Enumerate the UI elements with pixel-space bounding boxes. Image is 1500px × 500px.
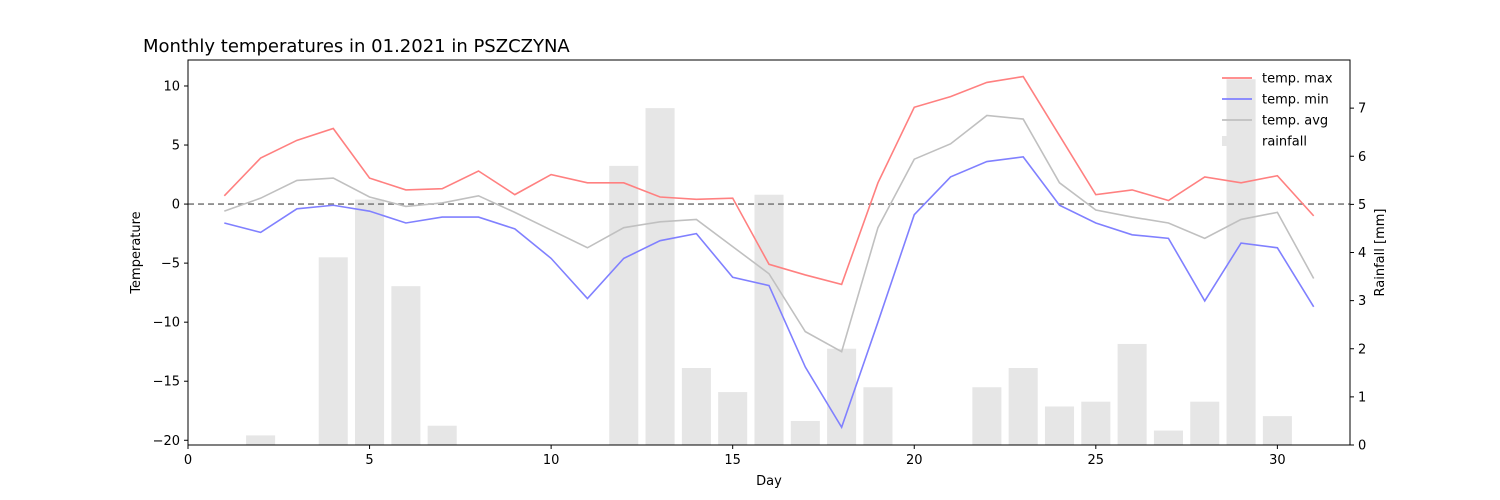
x-tick-label: 5: [365, 453, 373, 468]
y-tick-label: −5: [161, 257, 180, 272]
rainfall-bar: [1008, 368, 1038, 445]
y-tick-label: −15: [153, 375, 180, 390]
x-tick-label: 0: [184, 453, 192, 468]
y2-tick-label: 3: [1358, 294, 1366, 309]
x-tick-label: 15: [724, 453, 741, 468]
x-tick-label: 25: [1088, 453, 1105, 468]
y2-tick-label: 5: [1358, 198, 1366, 213]
temperature-lines: [223, 75, 1315, 430]
rainfall-bars: [246, 79, 1292, 445]
x-tick-label: 20: [906, 453, 923, 468]
y-axis-ticks: −20 −15 −10 −5 0 5 10: [153, 79, 188, 449]
legend-label: temp. min: [1262, 93, 1329, 108]
temp-avg-line: [224, 114, 1315, 353]
y-tick-label: 0: [172, 198, 180, 213]
legend: temp. max temp. min temp. avg rainfall: [1222, 72, 1333, 150]
y2-tick-label: 2: [1358, 342, 1366, 357]
rainfall-bar: [645, 108, 675, 445]
rainfall-bar: [1226, 79, 1256, 445]
rainfall-bar: [754, 194, 784, 445]
y2-axis-ticks: 0 1 2 3 4 5 6 7: [1350, 102, 1366, 454]
rainfall-bar: [972, 387, 1002, 445]
chart-title: Monthly temperatures in 01.2021 in PSZCZ…: [143, 36, 570, 57]
y2-axis-label: Rainfall [mm]: [1373, 209, 1388, 297]
rainfall-bar: [318, 257, 348, 445]
y-tick-label: −20: [153, 434, 180, 449]
rainfall-bar: [1262, 416, 1292, 445]
legend-label: temp. avg: [1262, 114, 1328, 129]
y2-tick-label: 4: [1358, 246, 1366, 261]
rainfall-bar: [427, 425, 457, 445]
y2-tick-label: 0: [1358, 439, 1366, 454]
rainfall-bar: [1117, 343, 1147, 445]
rainfall-bar: [246, 435, 276, 445]
x-tick-label: 30: [1269, 453, 1286, 468]
rainfall-bar: [355, 199, 385, 445]
rainfall-bar: [718, 392, 748, 445]
temp-max-line: [223, 75, 1315, 286]
y-tick-label: −10: [153, 316, 180, 331]
y-tick-label: 5: [172, 139, 180, 154]
rainfall-bar: [863, 387, 893, 445]
rainfall-bar: [609, 165, 639, 445]
rainfall-bar: [681, 368, 711, 445]
x-axis-ticks: 0 5 10 15 20 25 30: [184, 445, 1286, 468]
legend-swatch: [1222, 136, 1252, 146]
y-tick-label: 10: [163, 79, 180, 94]
rainfall-bar: [1153, 430, 1183, 445]
rainfall-bar: [1190, 401, 1220, 445]
legend-label: rainfall: [1262, 135, 1307, 150]
rainfall-bar: [1081, 401, 1111, 445]
x-axis-label: Day: [756, 474, 782, 489]
rainfall-bar: [1044, 406, 1075, 445]
rainfall-bar: [391, 286, 421, 445]
rainfall-bar: [790, 420, 820, 445]
y2-tick-label: 7: [1358, 102, 1366, 117]
y-axis-label: Temperature: [129, 211, 144, 294]
x-tick-label: 10: [543, 453, 560, 468]
temp-min-line: [224, 155, 1315, 430]
legend-label: temp. max: [1262, 72, 1333, 87]
y2-tick-label: 6: [1358, 150, 1366, 165]
y2-tick-label: 1: [1358, 390, 1366, 405]
